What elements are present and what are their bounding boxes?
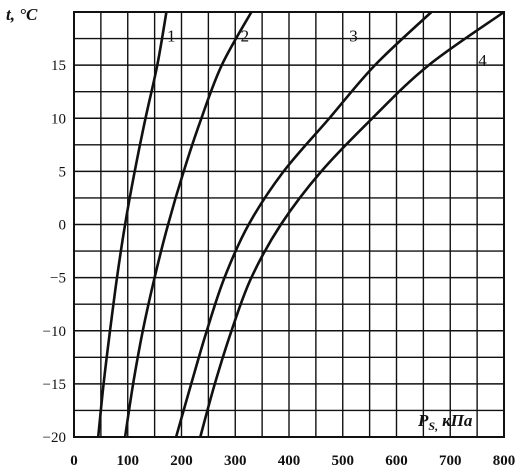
- plot-frame: [73, 11, 505, 438]
- x-axis-label-unit: кПа: [442, 411, 473, 430]
- curves: [96, 10, 505, 438]
- x-tick-label: 300: [224, 453, 247, 469]
- x-axis-label-subscript: S,: [428, 419, 438, 433]
- grid: [74, 12, 504, 437]
- curve-4: [199, 10, 505, 438]
- curve-labels: 1 2 3 4: [167, 26, 487, 69]
- x-tick-label: 800: [493, 453, 516, 469]
- y-tick-labels: 15 10 5 0 −5 −10 −15 −20: [43, 58, 66, 446]
- x-tick-label: 600: [385, 453, 408, 469]
- y-tick-label: 0: [59, 218, 67, 234]
- x-axis-label-symbol: P: [417, 411, 429, 430]
- curve-2: [123, 11, 253, 438]
- y-tick-label: 5: [59, 164, 67, 180]
- x-tick-label: 400: [278, 453, 301, 469]
- curve-1: [96, 11, 168, 438]
- x-axis-label: PS, кПа: [417, 411, 473, 433]
- curve-label-1: 1: [167, 26, 176, 45]
- x-tick-label: 100: [117, 453, 140, 469]
- y-tick-label: −10: [43, 324, 66, 340]
- curve-label-4: 4: [478, 51, 487, 70]
- curve-3: [174, 11, 433, 438]
- y-tick-label: 15: [51, 58, 66, 74]
- y-tick-label: −15: [43, 377, 66, 393]
- x-tick-label: 200: [170, 453, 193, 469]
- y-tick-label: −5: [50, 271, 66, 287]
- curve-label-2: 2: [241, 26, 250, 45]
- x-tick-label: 0: [70, 453, 78, 469]
- y-tick-label: 10: [51, 111, 66, 127]
- y-tick-label: −20: [43, 430, 66, 446]
- x-tick-labels: 0 100 200 300 400 500 600 700 800: [70, 453, 515, 469]
- y-axis-label: t, °C: [6, 5, 38, 24]
- x-tick-label: 700: [439, 453, 462, 469]
- x-tick-label: 500: [332, 453, 355, 469]
- curve-label-3: 3: [349, 26, 358, 45]
